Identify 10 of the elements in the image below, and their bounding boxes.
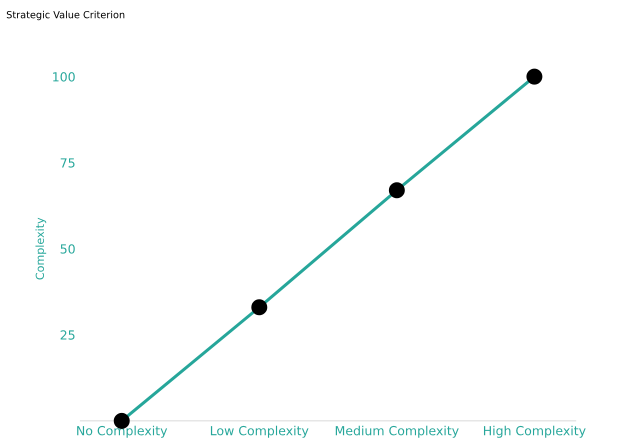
x-tick-label: High Complexity [484, 426, 586, 438]
chart-title: Strategic Value Criterion [6, 10, 124, 20]
y-tick-label: 100 [53, 72, 75, 82]
x-tick-label: Low Complexity [210, 426, 309, 438]
y-tick-label: 50 [60, 244, 75, 254]
y-axis-title: Complexity [35, 218, 46, 280]
x-tick-label: Medium Complexity [336, 426, 459, 438]
y-tick-label: 75 [60, 158, 75, 168]
y-tick-label: 25 [60, 330, 75, 340]
x-tick-label: No Complexity [77, 426, 168, 438]
